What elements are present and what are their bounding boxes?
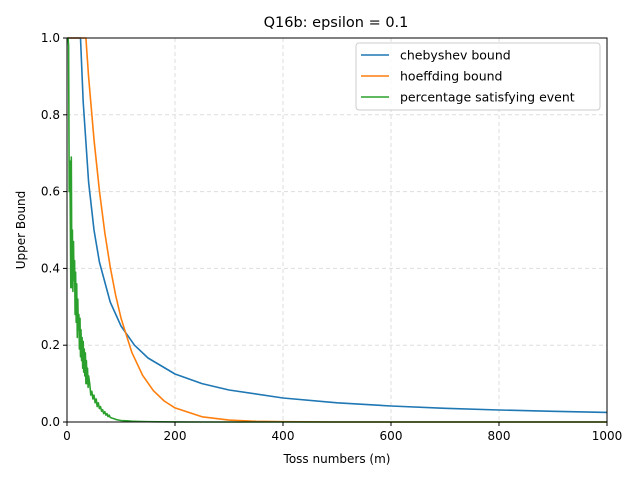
x-tick-label: 1000 bbox=[592, 429, 623, 443]
x-axis: 0 200 400 600 800 1000 bbox=[63, 422, 622, 443]
y-tick-label: 0.2 bbox=[41, 338, 60, 352]
y-tick-label: 0.4 bbox=[41, 261, 60, 275]
plot-frame bbox=[66, 37, 608, 423]
chart-title: Q16b: epsilon = 0.1 bbox=[264, 15, 409, 31]
x-tick-label: 600 bbox=[380, 429, 403, 443]
series-line-chebyshev-bound bbox=[67, 37, 608, 414]
x-tick-label: 0 bbox=[63, 429, 71, 443]
y-tick-label: 1.0 bbox=[41, 31, 60, 45]
x-tick-label: 400 bbox=[272, 429, 295, 443]
x-tick-label: 800 bbox=[488, 429, 511, 443]
y-axis: 0.0 0.2 0.4 0.6 0.8 1.0 bbox=[41, 31, 67, 429]
legend-label: chebyshev bound bbox=[400, 48, 511, 63]
legend-box bbox=[355, 42, 601, 111]
legend: chebyshev bound hoeffding bound percentage… bbox=[355, 42, 601, 111]
legend-label: percentage satisfying event bbox=[400, 90, 575, 105]
y-tick-label: 0.0 bbox=[41, 415, 60, 429]
y-axis-label: Upper Bound bbox=[14, 191, 28, 270]
series-line-percentage-satisfying-event bbox=[67, 37, 607, 423]
y-tick-label: 0.8 bbox=[41, 108, 60, 122]
x-axis-label: Toss numbers (m) bbox=[283, 452, 391, 466]
x-tick-label: 200 bbox=[164, 429, 187, 443]
y-tick-label: 0.6 bbox=[41, 185, 60, 199]
legend-label: hoeffding bound bbox=[400, 69, 502, 84]
